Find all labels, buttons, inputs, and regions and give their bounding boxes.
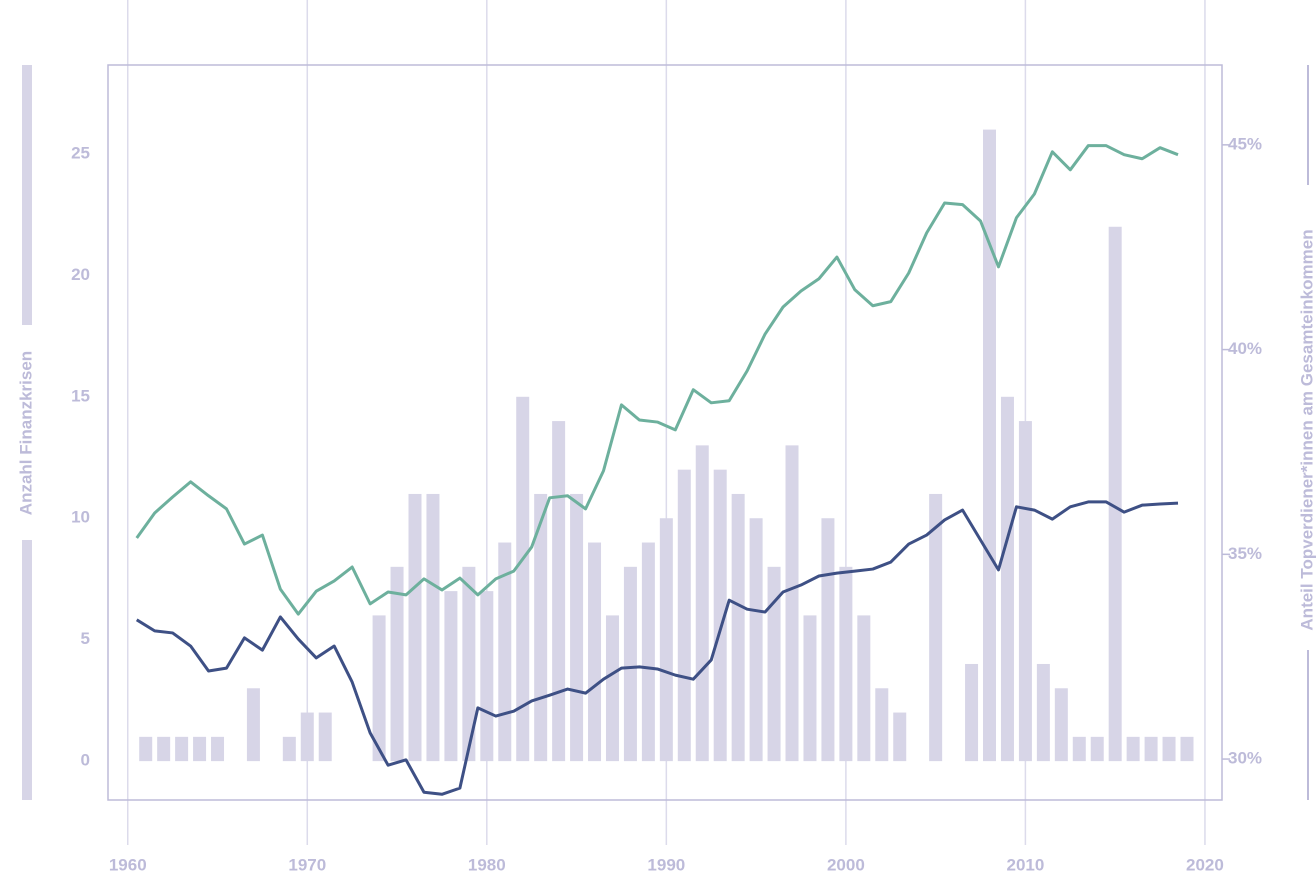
bar — [749, 518, 763, 762]
bar — [282, 736, 296, 762]
bar — [157, 736, 171, 762]
bar — [318, 712, 332, 762]
bar — [677, 469, 691, 762]
bar — [1126, 736, 1140, 762]
axis-decoration — [22, 540, 32, 800]
y2-tick-label: 35% — [1228, 544, 1262, 563]
bar — [444, 591, 458, 762]
y-tick-label: 20 — [71, 265, 90, 284]
bar — [588, 542, 602, 762]
bar — [1108, 226, 1122, 762]
y-tick-label: 5 — [81, 629, 90, 648]
bar — [659, 518, 673, 762]
bar — [193, 736, 207, 762]
bar — [929, 493, 943, 762]
y-tick-label: 25 — [71, 143, 90, 162]
bar — [570, 493, 584, 762]
bar — [1144, 736, 1158, 762]
bar — [516, 396, 530, 762]
x-tick-label: 1980 — [468, 855, 506, 874]
y2-tick-label: 30% — [1228, 749, 1262, 768]
bar — [534, 493, 548, 762]
x-tick-label: 1970 — [288, 855, 326, 874]
bar — [767, 566, 781, 762]
y-tick-label: 15 — [71, 386, 90, 405]
bar — [1072, 736, 1086, 762]
x-tick-label: 2010 — [1006, 855, 1044, 874]
y2-tick-label: 45% — [1228, 134, 1262, 153]
bar — [893, 712, 907, 762]
bar — [408, 493, 422, 762]
y-axis-label: Anzahl Finanzkrisen — [16, 351, 35, 515]
bar — [821, 518, 835, 762]
line — [135, 500, 1179, 796]
bar — [1018, 421, 1032, 762]
bar — [623, 566, 637, 762]
bar — [1054, 688, 1068, 762]
x-tick-label: 1990 — [647, 855, 685, 874]
bar — [713, 469, 727, 762]
bar — [246, 688, 260, 762]
bar — [498, 542, 512, 762]
bar — [480, 591, 494, 762]
bar — [605, 615, 619, 762]
bar — [300, 712, 314, 762]
bar — [695, 445, 709, 762]
x-tick-label: 2000 — [827, 855, 865, 874]
bar — [372, 615, 386, 762]
x-tick-label: 2020 — [1186, 855, 1224, 874]
bar — [983, 129, 997, 762]
bar — [875, 688, 889, 762]
bar — [641, 542, 655, 762]
axis-decoration — [22, 65, 32, 325]
bar — [390, 566, 404, 762]
y-tick-label: 10 — [71, 508, 90, 527]
bar — [1036, 663, 1050, 762]
bar — [139, 736, 153, 762]
bar — [731, 493, 745, 762]
bar — [1162, 736, 1176, 762]
x-tick-label: 1960 — [109, 855, 147, 874]
bar — [857, 615, 871, 762]
y-tick-label: 0 — [81, 751, 90, 770]
bar — [839, 566, 853, 762]
line — [135, 144, 1179, 616]
bar — [1000, 396, 1014, 762]
y2-axis-label: Anteil Topverdiener*innen am Gesamteinko… — [1297, 229, 1316, 630]
bar — [803, 615, 817, 762]
bar — [965, 663, 979, 762]
bar — [462, 566, 476, 762]
bar — [211, 736, 225, 762]
y2-tick-label: 40% — [1228, 339, 1262, 358]
bar — [552, 421, 566, 762]
plot-frame — [107, 64, 1223, 801]
bar — [785, 445, 799, 762]
bar — [1090, 736, 1104, 762]
bar — [1180, 736, 1194, 762]
bar — [426, 493, 440, 762]
bar — [175, 736, 189, 762]
